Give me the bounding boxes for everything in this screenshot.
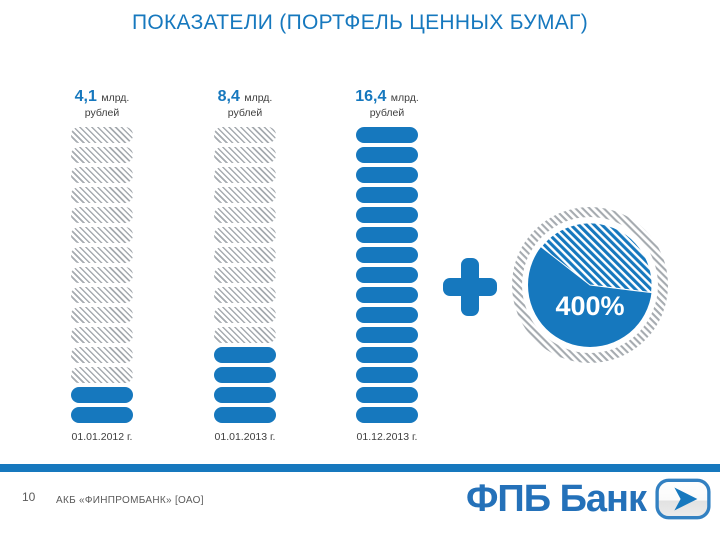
pill-stack xyxy=(71,127,133,423)
bar-value: 8,4 xyxy=(217,88,240,105)
bar-value: 4,1 xyxy=(74,88,97,105)
bar-segment-hatched xyxy=(71,227,133,243)
bar-segment-filled xyxy=(356,367,418,383)
bar-unit-line2: рублей xyxy=(84,107,120,119)
bar-value-label: 16,4 млрд. рублей xyxy=(325,88,449,120)
bar-unit-line2: рублей xyxy=(227,107,263,119)
bar-segment-hatched xyxy=(71,287,133,303)
growth-percentage: 400% xyxy=(555,291,624,321)
pill-stack xyxy=(356,127,418,423)
bar-segment-filled xyxy=(356,147,418,163)
bar-segment-hatched xyxy=(214,227,276,243)
footer-divider-bar xyxy=(0,464,720,472)
bar-unit: млрд. xyxy=(101,92,130,104)
bar-column-2013-jan: 8,4 млрд. рублей 01.01.2013 г. xyxy=(183,88,307,443)
bar-segment-filled xyxy=(214,407,276,423)
bar-segment-hatched xyxy=(71,327,133,343)
pie-chart-icon: 400% xyxy=(512,207,668,363)
bar-value-label: 8,4 млрд. рублей xyxy=(183,88,307,120)
bar-segment-filled xyxy=(356,127,418,143)
page-number: 10 xyxy=(22,490,36,504)
bar-segment-hatched xyxy=(71,247,133,263)
bar-segment-filled xyxy=(71,407,133,423)
bar-unit-line2: рублей xyxy=(369,107,405,119)
bar-date: 01.01.2013 г. xyxy=(214,431,276,443)
bar-segment-filled xyxy=(214,347,276,363)
bar-date: 01.01.2012 г. xyxy=(71,431,133,443)
bar-segment-filled xyxy=(356,327,418,343)
bar-segment-hatched xyxy=(71,267,133,283)
company-name: АКБ «ФИНПРОМБАНК» [ОАО] xyxy=(56,495,204,506)
bar-segment-filled xyxy=(356,267,418,283)
bar-date: 01.12.2013 г. xyxy=(356,431,418,443)
bar-segment-hatched xyxy=(71,307,133,323)
bar-column-2012: 4,1 млрд. рублей 01.01.2012 г. xyxy=(40,88,164,443)
plus-icon xyxy=(443,258,497,316)
bar-segment-hatched xyxy=(214,327,276,343)
bar-value: 16,4 xyxy=(355,88,387,105)
bar-segment-filled xyxy=(356,187,418,203)
bank-logo: ФПБ Банк xyxy=(466,476,712,522)
bank-logo-tv-play-icon xyxy=(655,478,711,520)
bar-segment-filled xyxy=(214,387,276,403)
bar-segment-hatched xyxy=(214,247,276,263)
bar-segment-filled xyxy=(356,207,418,223)
bar-segment-hatched xyxy=(214,127,276,143)
bar-segment-filled xyxy=(356,387,418,403)
bar-segment-hatched xyxy=(214,287,276,303)
bank-logo-text: ФПБ Банк xyxy=(465,478,647,520)
bar-segment-hatched xyxy=(71,367,133,383)
bar-segment-hatched xyxy=(71,127,133,143)
bar-segment-filled xyxy=(356,407,418,423)
bar-segment-filled xyxy=(356,287,418,303)
bar-segment-filled xyxy=(71,387,133,403)
bar-segment-hatched xyxy=(71,187,133,203)
bar-segment-filled xyxy=(356,247,418,263)
bar-segment-filled xyxy=(356,307,418,323)
bar-segment-filled xyxy=(356,167,418,183)
bar-segment-hatched xyxy=(214,207,276,223)
bar-segment-filled xyxy=(356,227,418,243)
bar-column-2013-dec: 16,4 млрд. рублей 01.12.2013 г. xyxy=(325,88,449,443)
bar-segment-hatched xyxy=(214,147,276,163)
bar-segment-hatched xyxy=(214,307,276,323)
pill-stack xyxy=(214,127,276,423)
bar-unit: млрд. xyxy=(244,92,273,104)
bar-segment-hatched xyxy=(214,187,276,203)
bar-segment-hatched xyxy=(71,207,133,223)
bar-segment-hatched xyxy=(214,267,276,283)
bar-segment-filled xyxy=(356,347,418,363)
bar-value-label: 4,1 млрд. рублей xyxy=(40,88,164,120)
bar-segment-hatched xyxy=(214,167,276,183)
bar-segment-hatched xyxy=(71,167,133,183)
bar-segment-hatched xyxy=(71,147,133,163)
bar-segment-hatched xyxy=(71,347,133,363)
bar-segment-filled xyxy=(214,367,276,383)
page-title: ПОКАЗАТЕЛИ (ПОРТФЕЛЬ ЦЕННЫХ БУМАГ) xyxy=(131,11,589,34)
bar-unit: млрд. xyxy=(390,92,419,104)
growth-pie-badge: 400% xyxy=(508,203,672,367)
